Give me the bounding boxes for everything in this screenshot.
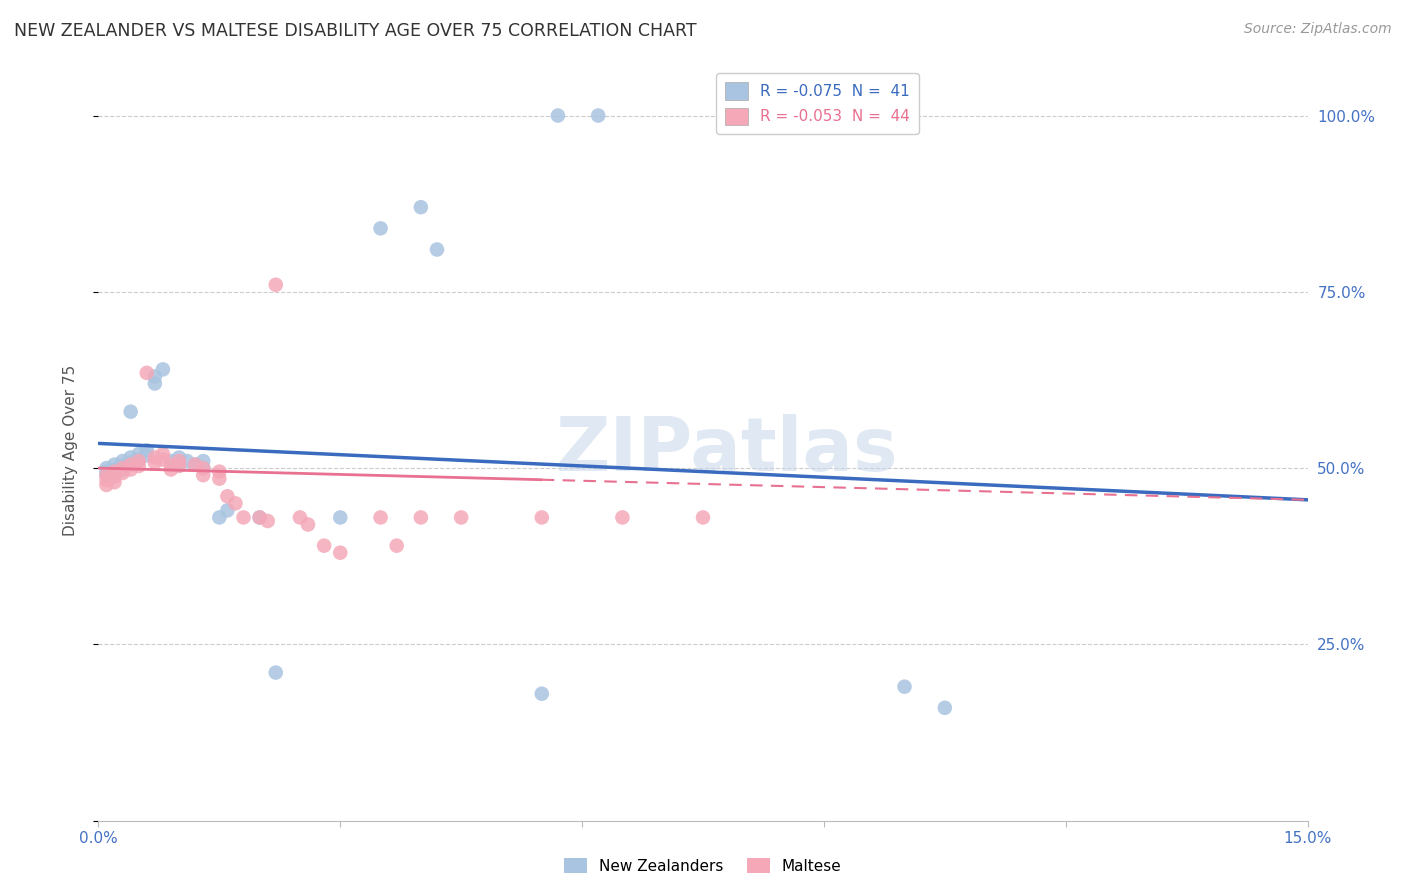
Point — [264, 277, 287, 292]
Point — [143, 450, 166, 465]
Point — [409, 200, 432, 214]
Point — [288, 510, 311, 524]
Point — [152, 447, 174, 461]
Point — [193, 461, 215, 475]
Point — [96, 468, 118, 483]
Point — [409, 510, 432, 524]
Point — [96, 473, 118, 487]
Point — [224, 496, 246, 510]
Point — [96, 468, 118, 483]
Point — [103, 465, 125, 479]
Point — [120, 405, 142, 419]
Point — [586, 109, 609, 123]
Point — [111, 463, 134, 477]
Point — [893, 680, 915, 694]
Text: Source: ZipAtlas.com: Source: ZipAtlas.com — [1244, 22, 1392, 37]
Point — [297, 517, 319, 532]
Point — [167, 450, 190, 465]
Point — [167, 454, 190, 468]
Point — [120, 462, 142, 476]
Point — [184, 458, 207, 472]
Point — [103, 458, 125, 472]
Point — [135, 366, 157, 380]
Point — [208, 510, 231, 524]
Point — [128, 447, 150, 461]
Point — [314, 539, 336, 553]
Point — [160, 462, 183, 476]
Point — [143, 369, 166, 384]
Point — [193, 468, 215, 483]
Point — [135, 443, 157, 458]
Point — [96, 478, 118, 492]
Legend: R = -0.075  N =  41, R = -0.053  N =  44: R = -0.075 N = 41, R = -0.053 N = 44 — [716, 73, 920, 135]
Point — [160, 458, 183, 472]
Point — [167, 458, 190, 472]
Point — [329, 546, 352, 560]
Point — [193, 454, 215, 468]
Point — [256, 514, 278, 528]
Point — [111, 466, 134, 480]
Point — [111, 461, 134, 475]
Point — [249, 510, 271, 524]
Point — [193, 461, 215, 475]
Point — [748, 109, 770, 123]
Point — [530, 687, 553, 701]
Point — [264, 665, 287, 680]
Point — [128, 454, 150, 468]
Y-axis label: Disability Age Over 75: Disability Age Over 75 — [63, 365, 77, 536]
Point — [385, 539, 408, 553]
Point — [208, 465, 231, 479]
Text: NEW ZEALANDER VS MALTESE DISABILITY AGE OVER 75 CORRELATION CHART: NEW ZEALANDER VS MALTESE DISABILITY AGE … — [14, 22, 697, 40]
Point — [249, 510, 271, 524]
Point — [217, 503, 239, 517]
Point — [152, 362, 174, 376]
Point — [103, 469, 125, 483]
Point — [450, 510, 472, 524]
Point — [612, 510, 634, 524]
Point — [232, 510, 254, 524]
Point — [167, 458, 190, 473]
Point — [143, 376, 166, 391]
Point — [370, 510, 392, 524]
Point — [103, 462, 125, 476]
Point — [103, 467, 125, 481]
Point — [184, 458, 207, 472]
Point — [143, 455, 166, 469]
Point — [934, 701, 956, 715]
Point — [329, 510, 352, 524]
Point — [120, 458, 142, 472]
Text: ZIPatlas: ZIPatlas — [555, 414, 898, 487]
Point — [120, 450, 142, 465]
Point — [152, 452, 174, 467]
Point — [208, 472, 231, 486]
Legend: New Zealanders, Maltese: New Zealanders, Maltese — [558, 852, 848, 880]
Point — [135, 449, 157, 463]
Point — [426, 243, 449, 257]
Point — [160, 454, 183, 468]
Point — [96, 461, 118, 475]
Point — [692, 510, 714, 524]
Point — [103, 475, 125, 490]
Point — [128, 452, 150, 467]
Point — [530, 510, 553, 524]
Point — [96, 465, 118, 479]
Point — [120, 455, 142, 469]
Point — [111, 454, 134, 468]
Point — [128, 458, 150, 473]
Point — [370, 221, 392, 235]
Point — [547, 109, 569, 123]
Point — [111, 458, 134, 473]
Point — [217, 489, 239, 503]
Point — [176, 454, 198, 468]
